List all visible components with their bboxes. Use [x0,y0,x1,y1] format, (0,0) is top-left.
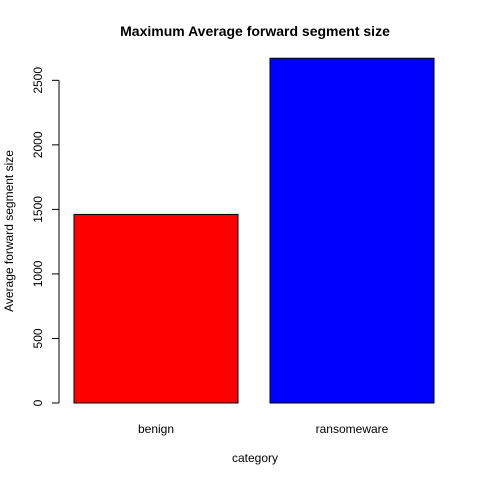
bar-benign [73,213,239,404]
y-axis: 0 500 1000 1500 2000 2500 [31,67,60,406]
y-tick-label: 2000 [31,131,45,158]
y-axis-label: Average forward segment size [2,150,16,312]
x-axis-label: category [232,451,278,465]
y-tick-label: 1000 [31,260,45,287]
chart-title: Maximum Average forward segment size [120,23,390,39]
bar-ransomeware [269,57,435,404]
x-tick-label: ransomeware [316,422,389,436]
x-axis-labels: benign ransomeware [138,422,389,436]
bars [73,57,435,404]
y-tick-label: 2500 [31,67,45,94]
y-tick-label: 1500 [31,196,45,223]
x-tick-label: benign [138,422,174,436]
y-tick-label: 500 [31,328,45,348]
y-tick-label: 0 [31,399,45,406]
